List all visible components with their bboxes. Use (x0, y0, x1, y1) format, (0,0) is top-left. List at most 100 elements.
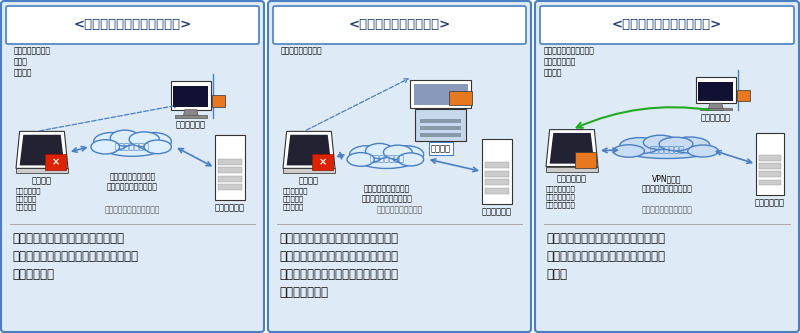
Text: オフィスで利用
しているものと
同じ端末を操作: オフィスで利用 しているものと 同じ端末を操作 (546, 185, 576, 208)
Ellipse shape (129, 132, 159, 147)
Polygon shape (283, 132, 335, 168)
FancyBboxPatch shape (482, 139, 512, 204)
Text: 社内システム: 社内システム (482, 207, 512, 216)
Text: リモートデスクトップ方式: リモートデスクトップ方式 (105, 205, 160, 214)
FancyBboxPatch shape (268, 1, 531, 332)
FancyBboxPatch shape (16, 168, 68, 173)
Ellipse shape (366, 144, 394, 159)
Text: 社内システム: 社内システム (215, 203, 245, 212)
Text: <職場端末の持ち帰り方式>: <職場端末の持ち帰り方式> (612, 19, 722, 32)
Text: オフィス端末: オフィス端末 (557, 174, 587, 183)
Ellipse shape (390, 146, 424, 163)
FancyBboxPatch shape (215, 136, 245, 200)
FancyBboxPatch shape (218, 176, 242, 181)
Ellipse shape (688, 145, 718, 157)
Text: テレワーク端末から職場の端末へリ
モートデスクトップし、職場と同じ環境
で仕事が可能: テレワーク端末から職場の端末へリ モートデスクトップし、職場と同じ環境 で仕事が… (12, 232, 138, 281)
Text: テレワーク用仮想端末にインターネッ
ト回線を通じてアクセスし、仮想デス
クトップを遠隔操作して社内システム
へアクセスする: テレワーク用仮想端末にインターネッ ト回線を通じてアクセスし、仮想デス クトップ… (279, 232, 398, 299)
Ellipse shape (136, 133, 171, 151)
FancyBboxPatch shape (283, 168, 335, 173)
Text: VPN経由で
社内システムにアクセス: VPN経由で 社内システムにアクセス (642, 174, 693, 193)
FancyBboxPatch shape (273, 6, 526, 44)
Text: <仮想デスクトップ方式>: <仮想デスクトップ方式> (348, 19, 450, 32)
Ellipse shape (622, 142, 712, 159)
Text: 職場端末の持ち帰り方式: 職場端末の持ち帰り方式 (642, 205, 693, 214)
Ellipse shape (101, 137, 164, 156)
FancyBboxPatch shape (421, 119, 461, 123)
Text: オフィス端末: オフィス端末 (176, 121, 206, 130)
FancyBboxPatch shape (421, 133, 461, 137)
Text: ×: × (318, 157, 326, 167)
Polygon shape (708, 103, 724, 111)
FancyBboxPatch shape (485, 163, 509, 168)
FancyBboxPatch shape (737, 90, 750, 101)
FancyBboxPatch shape (758, 164, 781, 169)
Text: 仮想端末: 仮想端末 (430, 144, 450, 153)
FancyBboxPatch shape (174, 86, 208, 107)
Polygon shape (16, 132, 68, 168)
FancyBboxPatch shape (175, 115, 206, 118)
FancyBboxPatch shape (450, 91, 472, 105)
Polygon shape (550, 133, 594, 164)
FancyBboxPatch shape (421, 126, 461, 130)
FancyBboxPatch shape (574, 152, 597, 168)
Text: ×: × (51, 157, 59, 167)
FancyBboxPatch shape (1, 1, 264, 332)
Ellipse shape (659, 137, 693, 151)
FancyBboxPatch shape (696, 77, 736, 103)
Polygon shape (546, 130, 598, 166)
Text: インターネット: インターネット (650, 146, 685, 155)
Text: オフィス端末: オフィス端末 (701, 114, 731, 123)
FancyBboxPatch shape (218, 159, 242, 165)
Ellipse shape (670, 137, 710, 153)
FancyBboxPatch shape (535, 1, 799, 332)
Text: インターネット経由で
社内システムにアクセス: インターネット経由で 社内システムにアクセス (107, 172, 158, 192)
Ellipse shape (91, 140, 119, 154)
FancyBboxPatch shape (218, 184, 242, 190)
Ellipse shape (613, 145, 645, 157)
Text: インターネット: インターネット (369, 155, 404, 164)
Text: 従業員によるテレワーク
端末の物理的な
持ち出し: 従業員によるテレワーク 端末の物理的な 持ち出し (544, 46, 595, 77)
FancyBboxPatch shape (218, 167, 242, 173)
Polygon shape (183, 110, 198, 118)
Polygon shape (20, 135, 64, 166)
Text: 仮想デスクトップ方式: 仮想デスクトップ方式 (376, 205, 422, 214)
Ellipse shape (383, 145, 412, 160)
Ellipse shape (357, 150, 417, 168)
Ellipse shape (144, 140, 171, 154)
Text: オフィスに設置の
端末を
遠隔操作: オフィスに設置の 端末を 遠隔操作 (14, 46, 51, 77)
FancyBboxPatch shape (698, 82, 734, 101)
FancyBboxPatch shape (312, 154, 334, 170)
FancyBboxPatch shape (485, 188, 509, 193)
Ellipse shape (620, 138, 660, 154)
FancyBboxPatch shape (212, 95, 225, 107)
Text: インターネット: インターネット (115, 142, 150, 151)
Text: 職場の端末を持ち帰り、インターネッ
ト回線を通じて社内システムにアクセ
スする: 職場の端末を持ち帰り、インターネッ ト回線を通じて社内システムにアクセ スする (546, 232, 665, 281)
Ellipse shape (643, 135, 677, 150)
FancyBboxPatch shape (700, 108, 732, 111)
FancyBboxPatch shape (758, 155, 781, 161)
Text: 社内システム: 社内システム (755, 198, 785, 207)
Ellipse shape (398, 153, 424, 166)
Ellipse shape (350, 146, 384, 163)
FancyBboxPatch shape (546, 166, 598, 171)
FancyBboxPatch shape (540, 6, 794, 44)
Text: インターネット経由で
社内システムにアクセス: インターネット経由で 社内システムにアクセス (362, 184, 412, 203)
Polygon shape (286, 135, 331, 166)
FancyBboxPatch shape (410, 80, 471, 108)
FancyBboxPatch shape (414, 84, 467, 106)
Text: 電子データは
自宅端末に
保持しない: 電子データは 自宅端末に 保持しない (283, 187, 309, 210)
FancyBboxPatch shape (171, 81, 210, 110)
FancyBboxPatch shape (6, 6, 259, 44)
FancyBboxPatch shape (485, 171, 509, 177)
FancyBboxPatch shape (485, 179, 509, 185)
FancyBboxPatch shape (758, 179, 781, 185)
Text: 仮想端末を遠隔操作: 仮想端末を遠隔操作 (281, 46, 322, 55)
FancyBboxPatch shape (756, 133, 784, 195)
Text: 電子データは
自宅端末に
保持しない: 電子データは 自宅端末に 保持しない (16, 187, 42, 210)
Ellipse shape (94, 133, 130, 151)
Text: <リモートデスクトップ方式>: <リモートデスクトップ方式> (74, 19, 192, 32)
Ellipse shape (347, 153, 374, 166)
Text: 自宅端末: 自宅端末 (32, 176, 52, 185)
Ellipse shape (110, 130, 140, 146)
Text: 自宅端末: 自宅端末 (299, 176, 319, 185)
